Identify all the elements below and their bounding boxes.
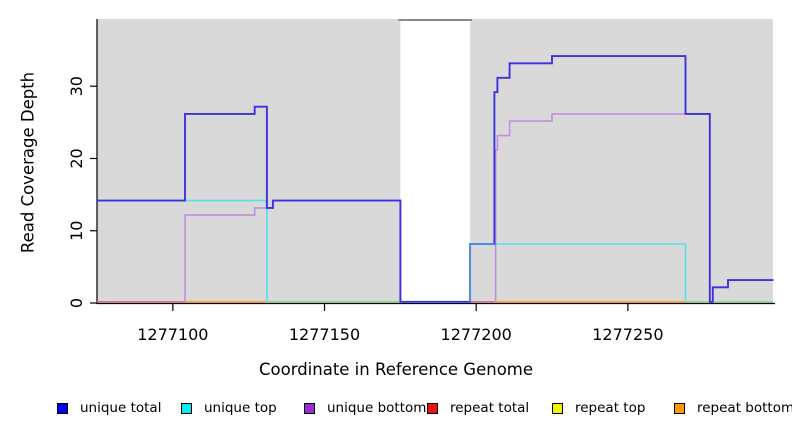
legend-swatch-repeat-bottom bbox=[674, 402, 685, 414]
y-tick-label: 30 bbox=[67, 76, 86, 96]
legend-label: repeat bottom bbox=[697, 400, 792, 416]
legend-swatch-unique-total bbox=[57, 402, 68, 414]
legend-swatch-repeat-total bbox=[427, 402, 438, 414]
x-tick-label: 1277200 bbox=[441, 325, 512, 344]
series-unique-total bbox=[97, 55, 774, 303]
legend-item-repeat-top: repeat top bbox=[552, 398, 645, 418]
y-tick-label: 0 bbox=[67, 298, 86, 308]
legend-item-repeat-total: repeat total bbox=[427, 398, 529, 418]
covered-region-right bbox=[470, 19, 773, 303]
x-axis-title: Coordinate in Reference Genome bbox=[258, 360, 534, 379]
y-tick-label: 10 bbox=[67, 221, 86, 241]
y-tick-label: 20 bbox=[67, 148, 86, 168]
legend-label: repeat top bbox=[575, 400, 646, 416]
legend: unique total unique top unique bottom repea… bbox=[0, 398, 792, 424]
series-unique-bottom bbox=[494, 113, 711, 302]
x-tick-label: 1277100 bbox=[137, 325, 208, 344]
series-unique-top bbox=[494, 243, 687, 302]
x-tick-label: 1277250 bbox=[592, 325, 663, 344]
legend-label: unique total bbox=[80, 400, 162, 416]
legend-item-unique-bottom: unique bottom bbox=[304, 398, 426, 418]
legend-item-unique-top: unique top bbox=[181, 398, 277, 418]
x-tick-label: 1277150 bbox=[289, 325, 360, 344]
covered-region-left bbox=[97, 19, 401, 303]
legend-swatch-unique-bottom bbox=[304, 402, 315, 414]
series-unique-top-over-unique-total-overlap bbox=[469, 243, 495, 302]
legend-label: repeat total bbox=[450, 400, 530, 416]
legend-item-unique-total: unique total bbox=[57, 398, 161, 418]
legend-item-repeat-bottom: repeat bottom bbox=[674, 398, 792, 418]
legend-swatch-repeat-top bbox=[552, 402, 563, 414]
legend-swatch-unique-top bbox=[181, 402, 192, 414]
legend-label: unique top bbox=[204, 400, 277, 416]
y-axis-title: Read Coverage Depth bbox=[18, 71, 38, 254]
legend-label: unique bottom bbox=[327, 400, 427, 416]
